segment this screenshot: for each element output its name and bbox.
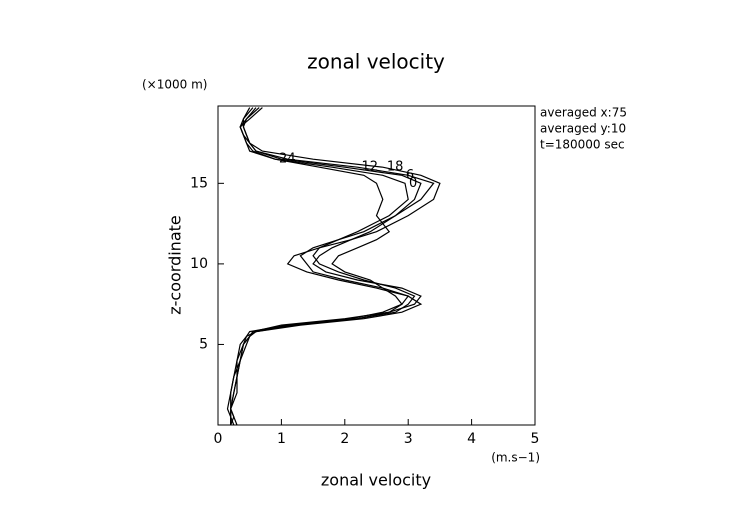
x-tick-label: 1: [277, 431, 286, 447]
annotation: averaged x:75: [540, 106, 627, 120]
y-axis-label: z-coordinate: [166, 215, 185, 315]
series-label: 12: [361, 160, 378, 175]
y-tick-label: 10: [190, 256, 208, 272]
line: [230, 107, 422, 426]
series-label: 18: [387, 160, 404, 175]
line: [230, 107, 441, 426]
chart-title: zonal velocity: [307, 50, 445, 74]
x-tick-label: 5: [531, 431, 540, 447]
x-tick-label: 2: [340, 431, 349, 447]
annotation: averaged y:10: [540, 122, 626, 136]
line: [230, 107, 403, 425]
plot-frame: [217, 105, 536, 426]
line: [226, 107, 416, 425]
x-unit: (m.s−1): [491, 451, 540, 465]
y-unit: (×1000 m): [142, 78, 207, 92]
x-tick-label: 0: [214, 431, 223, 447]
x-tick-label: 3: [404, 431, 413, 447]
x-tick-label: 4: [467, 431, 476, 447]
x-axis-label: zonal velocity: [321, 471, 431, 490]
annotation: t=180000 sec: [540, 138, 625, 152]
series-label: 0: [409, 176, 417, 191]
y-tick-label: 5: [199, 336, 208, 352]
series-label: 24: [279, 152, 296, 167]
y-tick-label: 15: [190, 175, 208, 191]
